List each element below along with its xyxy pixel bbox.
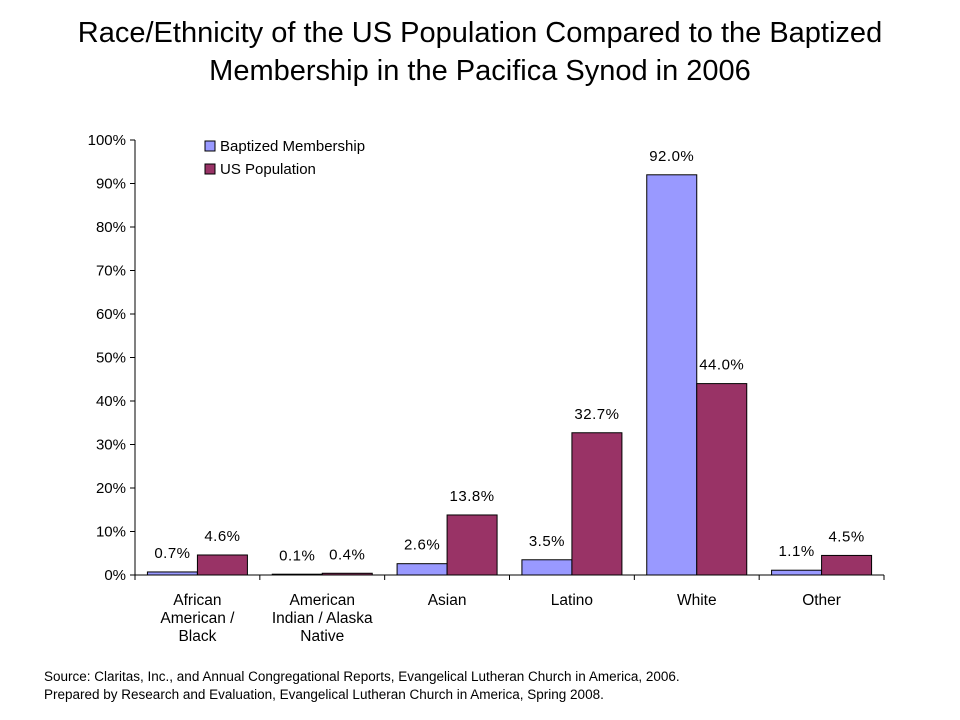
data-label: 0.7% bbox=[154, 545, 190, 562]
source-line-2: Prepared by Research and Evaluation, Eva… bbox=[44, 687, 604, 702]
x-category-label: African bbox=[173, 592, 221, 609]
x-category-label: Indian / Alaska bbox=[272, 610, 373, 627]
bar bbox=[646, 174, 698, 576]
bar bbox=[271, 573, 323, 576]
bar bbox=[696, 383, 748, 576]
data-label: 13.8% bbox=[450, 488, 495, 505]
chart-title-line-1: Race/Ethnicity of the US Population Comp… bbox=[77, 17, 883, 49]
data-label: 4.6% bbox=[204, 528, 240, 545]
x-category-label: Asian bbox=[428, 592, 467, 609]
data-label: 0.4% bbox=[329, 546, 365, 563]
y-tick-label: 40% bbox=[96, 393, 126, 410]
bar bbox=[321, 572, 373, 576]
y-tick-label: 10% bbox=[96, 524, 126, 541]
y-tick-label: 100% bbox=[88, 132, 126, 149]
legend-label: US Population bbox=[220, 161, 316, 178]
bar bbox=[571, 432, 623, 576]
data-label: 44.0% bbox=[699, 357, 744, 374]
y-tick-label: 90% bbox=[96, 176, 126, 193]
y-tick-label: 60% bbox=[96, 306, 126, 323]
x-category-label: Latino bbox=[551, 592, 593, 609]
y-tick-label: 80% bbox=[96, 219, 126, 236]
data-label: 32.7% bbox=[574, 406, 619, 423]
y-tick-label: 70% bbox=[96, 263, 126, 280]
data-label: 2.6% bbox=[404, 537, 440, 554]
x-category-label: Black bbox=[178, 628, 216, 645]
legend-swatch bbox=[204, 163, 216, 175]
x-category-label: American bbox=[290, 592, 355, 609]
y-tick-label: 30% bbox=[96, 437, 126, 454]
chart-title-line-2: Membership in the Pacifica Synod in 2006 bbox=[209, 55, 751, 87]
bar bbox=[196, 554, 248, 576]
legend-label: Baptized Membership bbox=[220, 138, 365, 155]
bar bbox=[396, 563, 448, 576]
legend-swatch bbox=[204, 140, 216, 152]
x-category-label: Native bbox=[300, 628, 344, 645]
data-label: 3.5% bbox=[529, 533, 565, 550]
source-note: Source: Claritas, Inc., and Annual Congr… bbox=[44, 668, 680, 704]
data-label: 92.0% bbox=[649, 148, 694, 165]
source-line-1: Source: Claritas, Inc., and Annual Congr… bbox=[44, 669, 680, 684]
data-label: 1.1% bbox=[778, 543, 814, 560]
data-label: 4.5% bbox=[828, 528, 864, 545]
x-category-label: White bbox=[677, 592, 717, 609]
bar bbox=[446, 514, 498, 576]
y-tick-label: 20% bbox=[96, 480, 126, 497]
y-tick-label: 50% bbox=[96, 350, 126, 367]
y-tick-label: 0% bbox=[104, 567, 126, 584]
x-category-label: American / bbox=[160, 610, 235, 627]
bar bbox=[521, 559, 573, 576]
bar-chart: 0% 10% 20% 30% 40% 50% 60% 70% 80% 90% 100% 0.7% 4.6… bbox=[88, 132, 885, 645]
bar bbox=[821, 554, 873, 576]
bar bbox=[146, 571, 198, 576]
data-label: 0.1% bbox=[279, 548, 315, 565]
chart-title: Race/Ethnicity of the US Population Comp… bbox=[0, 14, 960, 90]
x-category-label: Other bbox=[802, 592, 841, 609]
bar bbox=[771, 569, 823, 576]
